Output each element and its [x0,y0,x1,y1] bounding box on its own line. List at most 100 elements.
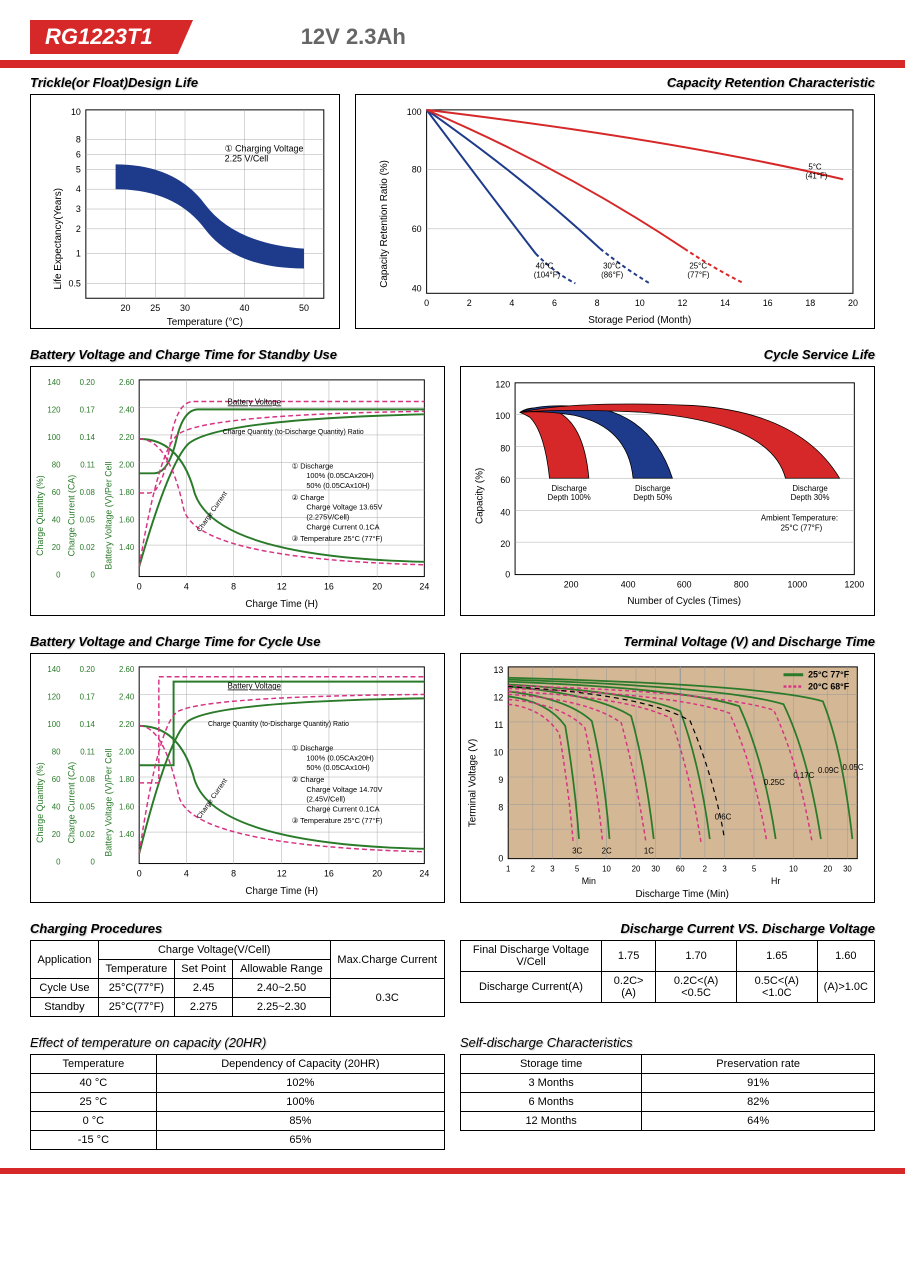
svg-text:600: 600 [677,579,692,589]
svg-text:6: 6 [76,149,81,159]
table-row: Cycle Use 25°C(77°F) 2.45 2.40~2.50 0.3C [31,979,445,998]
svg-text:Charge Current 0.1CA: Charge Current 0.1CA [306,522,379,531]
svg-text:20: 20 [848,298,858,308]
svg-text:40: 40 [52,802,61,811]
svg-text:12: 12 [277,868,287,878]
svg-text:2: 2 [76,224,81,234]
svg-text:1.80: 1.80 [119,488,135,497]
cp-h-maxcc: Max.Charge Current [330,941,445,979]
svg-text:8: 8 [498,802,503,812]
svg-text:0.20: 0.20 [80,378,96,387]
svg-text:4: 4 [184,581,189,591]
svg-text:0: 0 [56,858,61,867]
svg-text:40: 40 [412,283,422,293]
svg-text:Charge Voltage 14.70V: Charge Voltage 14.70V [306,785,382,794]
svg-text:140: 140 [47,665,61,674]
svg-text:50: 50 [299,303,309,313]
svg-text:100: 100 [495,411,510,421]
svg-text:0.08: 0.08 [80,775,96,784]
svg-text:20: 20 [52,830,61,839]
svg-text:2.60: 2.60 [119,665,135,674]
svg-text:10: 10 [493,747,503,757]
svg-text:800: 800 [734,579,749,589]
cp-h-cv: Charge Voltage(V/Cell) [98,941,330,960]
svg-text:2: 2 [531,864,535,873]
trickle-title: Trickle(or Float)Design Life [30,75,340,90]
svg-text:10: 10 [635,298,645,308]
svg-text:100% (0.05CAx20H): 100% (0.05CAx20H) [306,753,374,762]
svg-text:40: 40 [500,508,510,518]
svg-text:0.6C: 0.6C [715,812,732,821]
svg-text:8: 8 [231,868,236,878]
trickle-chart: ① Charging Voltage 2.25 V/Cell 10865 432… [30,94,340,329]
svg-text:Charge Current 0.1CA: Charge Current 0.1CA [306,804,379,813]
spec-text: 12V 2.3Ah [301,24,406,50]
svg-text:0: 0 [424,298,429,308]
svg-text:Battery Voltage (V)/Per Cell: Battery Voltage (V)/Per Cell [104,748,114,856]
svg-text:9: 9 [498,775,503,785]
svg-text:0: 0 [137,868,142,878]
svg-text:1: 1 [506,864,510,873]
svg-text:0.05: 0.05 [80,802,96,811]
svg-text:12: 12 [677,298,687,308]
discharge-cv-table: Final Discharge Voltage V/Cell 1.75 1.70… [460,940,875,1003]
self-discharge-title: Self-discharge Characteristics [460,1035,875,1050]
table-row: 25 °C100% [31,1093,445,1112]
svg-text:16: 16 [324,868,334,878]
table-row: -15 °C65% [31,1131,445,1150]
svg-text:Depth 50%: Depth 50% [633,493,672,502]
svg-text:Charge Time (H): Charge Time (H) [245,886,318,897]
svg-text:2.20: 2.20 [119,433,135,442]
svg-text:Ambient Temperature:: Ambient Temperature: [761,514,838,523]
svg-text:30: 30 [843,864,852,873]
charging-proc-title: Charging Procedures [30,921,445,936]
svg-text:1200: 1200 [844,579,864,589]
cycle-use-title: Battery Voltage and Charge Time for Cycl… [30,634,445,649]
svg-text:25°C (77°F): 25°C (77°F) [781,523,823,532]
svg-text:8: 8 [231,581,236,591]
svg-text:(77°F): (77°F) [687,270,709,279]
svg-text:3: 3 [722,864,727,873]
svg-text:0.14: 0.14 [80,720,96,729]
svg-text:120: 120 [47,405,61,414]
svg-text:Capacity Retention Ratio (%): Capacity Retention Ratio (%) [379,160,390,288]
svg-text:60: 60 [676,864,685,873]
svg-text:8: 8 [595,298,600,308]
svg-text:140: 140 [47,378,61,387]
self-discharge-table: Storage time Preservation rate 3 Months9… [460,1054,875,1131]
svg-text:25°C 77°F: 25°C 77°F [808,670,850,680]
svg-text:10: 10 [71,107,81,117]
svg-text:Battery Voltage: Battery Voltage [228,682,282,691]
svg-text:Depth 100%: Depth 100% [548,493,591,502]
svg-text:Charge Voltage 13.65V: Charge Voltage 13.65V [306,503,382,512]
svg-text:0: 0 [56,571,61,580]
svg-text:24: 24 [419,581,429,591]
svg-text:100: 100 [47,433,61,442]
svg-text:20: 20 [823,864,832,873]
svg-text:Number of Cycles (Times): Number of Cycles (Times) [627,596,741,607]
svg-text:20: 20 [500,539,510,549]
svg-text:0: 0 [137,581,142,591]
svg-text:100% (0.05CAx20H): 100% (0.05CAx20H) [306,471,374,480]
svg-text:2C: 2C [602,847,612,856]
svg-text:3C: 3C [572,847,582,856]
svg-text:0.20: 0.20 [80,665,96,674]
cycle-life-title: Cycle Service Life [460,347,875,362]
svg-text:0.17: 0.17 [80,692,95,701]
svg-text:10: 10 [789,864,798,873]
svg-text:13: 13 [493,665,503,675]
svg-text:Life Expectancy(Years): Life Expectancy(Years) [53,188,64,290]
svg-text:Discharge: Discharge [792,484,828,493]
svg-text:3: 3 [550,864,555,873]
svg-text:Charge Current (CA): Charge Current (CA) [66,475,76,557]
svg-text:Battery Voltage (V)/Per Cell: Battery Voltage (V)/Per Cell [104,461,114,569]
svg-text:0.14: 0.14 [80,433,96,442]
svg-text:4: 4 [184,868,189,878]
dcv-h1: Final Discharge Voltage V/Cell [461,941,602,972]
cp-h-allow: Allowable Range [233,960,330,979]
svg-text:2.00: 2.00 [119,460,135,469]
svg-text:② Charge: ② Charge [292,493,325,502]
svg-text:80: 80 [412,164,422,174]
cycle-use-chart: Battery Voltage Charge Quantity (to-Disc… [30,653,445,903]
svg-text:16: 16 [763,298,773,308]
